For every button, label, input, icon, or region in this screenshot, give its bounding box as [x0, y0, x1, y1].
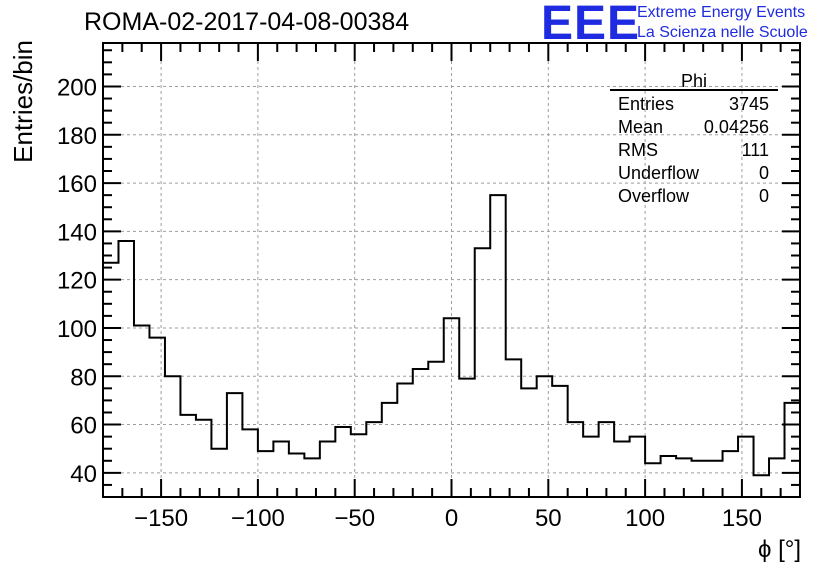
x-tick-label: 100	[625, 505, 665, 532]
y-tick-label: 140	[57, 219, 97, 246]
y-tick-label: 100	[57, 316, 97, 343]
axis-ticks	[102, 43, 801, 497]
x-tick-label: 0	[445, 505, 458, 532]
stats-row-label: Underflow	[618, 163, 700, 183]
y-tick-label: 80	[70, 364, 97, 391]
stats-box: Phi Entries 3745 Mean 0.04256 RMS 111 Underflo…	[610, 71, 778, 206]
stats-row-value: 0.04256	[704, 117, 769, 137]
y-tick-label: 180	[57, 123, 97, 150]
logo-subtitle-1: Extreme Energy Events	[637, 4, 806, 21]
stats-row-label: Mean	[618, 117, 663, 137]
y-tick-label: 40	[70, 461, 97, 488]
chart-title: ROMA-02-2017-04-08-00384	[84, 8, 410, 36]
tick-labels: −150 −100 −50 0 50 100 150 40 60 80 100 120 140 160 18…	[57, 74, 762, 532]
x-tick-label: 150	[722, 505, 762, 532]
x-tick-label: −100	[231, 505, 285, 532]
x-axis-label: ϕ [°]	[758, 536, 801, 563]
y-axis-label: Entries/bin	[8, 40, 38, 163]
logo-subtitle-2: La Scienza nelle Scuole	[637, 24, 808, 41]
y-tick-label: 60	[70, 413, 97, 440]
y-tick-label: 200	[57, 74, 97, 101]
stats-row-value: 0	[759, 163, 769, 183]
grid-lines	[103, 43, 800, 497]
histogram-outline	[103, 194, 801, 477]
stats-row-value: 3745	[729, 94, 769, 114]
plot-frame	[102, 42, 801, 498]
stats-row-label: Entries	[618, 94, 674, 114]
x-tick-label: −150	[134, 505, 188, 532]
stats-row-value: 0	[759, 186, 769, 206]
y-tick-label: 120	[57, 268, 97, 295]
eee-logo: EEE	[541, 0, 641, 50]
stats-row-label: Overflow	[618, 186, 690, 206]
stats-row-value: 111	[742, 140, 769, 160]
stats-rows: Entries 3745 Mean 0.04256 RMS 111 Underflow 0 Ov…	[618, 94, 769, 206]
stats-box-title: Phi	[681, 71, 707, 91]
x-tick-label: 50	[535, 505, 562, 532]
stats-row-label: RMS	[618, 140, 658, 160]
x-tick-label: −50	[334, 505, 375, 532]
y-tick-label: 160	[57, 171, 97, 198]
